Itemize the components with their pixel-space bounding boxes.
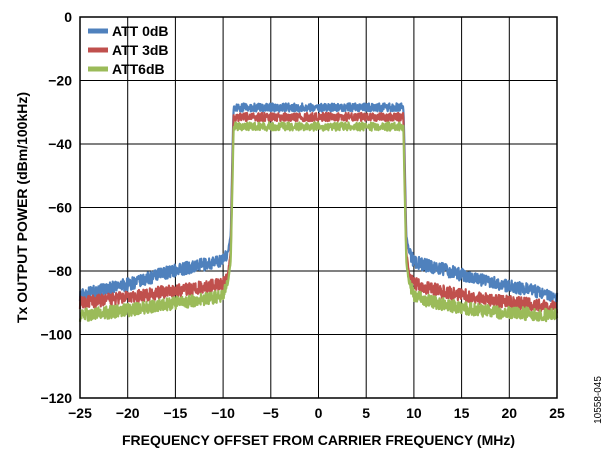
y-tick-label: −80 bbox=[48, 263, 72, 279]
y-tick-label: −40 bbox=[48, 136, 72, 152]
plot-frame bbox=[79, 16, 558, 399]
legend-label-3: ATT6dB bbox=[112, 61, 165, 77]
x-tick-label: 25 bbox=[549, 405, 565, 421]
series-lines bbox=[78, 102, 559, 323]
legend: ATT 0dB ATT 3dB ATT6dB bbox=[88, 23, 169, 77]
x-tick-label: −5 bbox=[263, 405, 279, 421]
y-tick-label: −100 bbox=[40, 327, 72, 343]
legend-label-1: ATT 0dB bbox=[112, 23, 169, 39]
y-tick-label: 0 bbox=[64, 9, 72, 25]
x-tick-label: −20 bbox=[116, 405, 140, 421]
x-tick-label: 10 bbox=[406, 405, 422, 421]
x-tick-label: −25 bbox=[68, 405, 92, 421]
y-tick-label: −60 bbox=[48, 200, 72, 216]
series-line-3 bbox=[78, 121, 559, 323]
x-axis-title: FREQUENCY OFFSET FROM CARRIER FREQUENCY … bbox=[122, 432, 515, 448]
x-tick-labels: −25 −20 −15 −10 −5 0 5 10 15 20 25 bbox=[68, 405, 565, 421]
y-tick-label: −120 bbox=[40, 390, 72, 406]
legend-label-2: ATT 3dB bbox=[112, 42, 169, 58]
figure-id: 10558-045 bbox=[593, 376, 604, 424]
x-tick-label: −10 bbox=[211, 405, 235, 421]
series-line-2 bbox=[78, 111, 559, 314]
y-tick-label: −20 bbox=[48, 73, 72, 89]
x-tick-label: −15 bbox=[164, 405, 188, 421]
x-tick-label: 0 bbox=[315, 405, 323, 421]
y-axis-title: Tx OUTPUT POWER (dBm/100kHz) bbox=[14, 92, 30, 323]
x-tick-label: 5 bbox=[362, 405, 370, 421]
x-tick-label: 15 bbox=[454, 405, 470, 421]
series-line-1 bbox=[78, 102, 559, 304]
x-tick-label: 20 bbox=[502, 405, 518, 421]
y-tick-labels: 0 −20 −40 −60 −80 −100 −120 bbox=[40, 9, 72, 406]
